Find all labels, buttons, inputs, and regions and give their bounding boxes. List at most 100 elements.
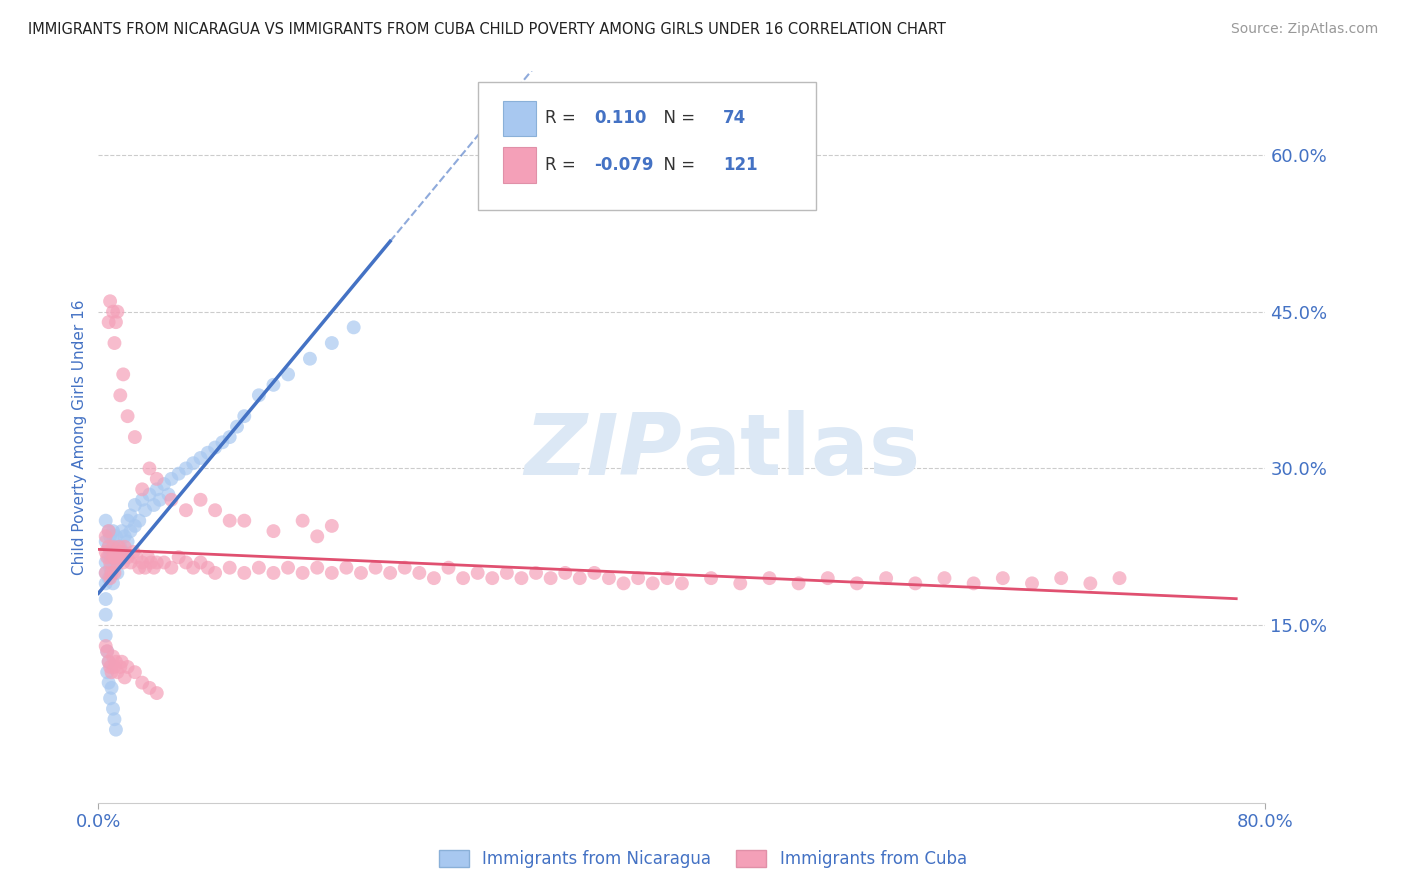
Point xyxy=(204,566,226,580)
Point xyxy=(111,655,134,669)
Bar xyxy=(503,147,536,183)
Point xyxy=(104,529,127,543)
Point xyxy=(97,540,120,554)
Point xyxy=(131,492,153,507)
Point xyxy=(97,655,120,669)
Point xyxy=(101,550,124,565)
Point xyxy=(117,660,139,674)
Point xyxy=(120,508,142,523)
Point xyxy=(103,556,125,570)
Point xyxy=(103,566,125,580)
Text: 121: 121 xyxy=(723,156,758,174)
Point xyxy=(114,540,136,554)
Point xyxy=(122,545,145,559)
Point xyxy=(94,566,117,580)
Point xyxy=(218,430,240,444)
Point xyxy=(408,566,430,580)
Point xyxy=(105,550,128,565)
Point xyxy=(146,556,169,570)
Point xyxy=(321,336,343,351)
Point xyxy=(218,514,240,528)
Point xyxy=(105,566,128,580)
Point xyxy=(98,691,121,706)
Point xyxy=(583,566,606,580)
Point xyxy=(197,560,219,574)
Point xyxy=(350,566,373,580)
Point xyxy=(157,487,180,501)
Legend: Immigrants from Nicaragua, Immigrants from Cuba: Immigrants from Nicaragua, Immigrants fr… xyxy=(433,843,973,875)
Point xyxy=(101,560,124,574)
Point xyxy=(103,550,125,565)
Point xyxy=(97,524,120,538)
Point xyxy=(96,644,118,658)
Point xyxy=(94,629,117,643)
Point xyxy=(364,560,387,574)
Point xyxy=(94,545,117,559)
Point xyxy=(117,514,139,528)
Point xyxy=(598,571,620,585)
Point xyxy=(174,556,197,570)
Point xyxy=(181,560,204,574)
Text: atlas: atlas xyxy=(682,410,920,493)
Point xyxy=(153,477,176,491)
Point xyxy=(136,550,159,565)
Point xyxy=(114,529,136,543)
Point xyxy=(451,571,474,585)
Point xyxy=(146,483,169,497)
Point xyxy=(277,368,299,382)
Point xyxy=(568,571,591,585)
Point xyxy=(190,556,212,570)
Point xyxy=(108,540,131,554)
Point xyxy=(97,571,120,585)
Text: Source: ZipAtlas.com: Source: ZipAtlas.com xyxy=(1230,22,1378,37)
Point xyxy=(100,566,122,580)
Point xyxy=(111,524,134,538)
Point xyxy=(94,566,117,580)
Point xyxy=(94,576,117,591)
Point xyxy=(612,576,634,591)
Point xyxy=(98,545,121,559)
Point xyxy=(125,550,148,565)
Point xyxy=(105,665,128,680)
Point xyxy=(134,503,156,517)
Text: IMMIGRANTS FROM NICARAGUA VS IMMIGRANTS FROM CUBA CHILD POVERTY AMONG GIRLS UNDE: IMMIGRANTS FROM NICARAGUA VS IMMIGRANTS … xyxy=(28,22,946,37)
Point xyxy=(1050,571,1073,585)
Point xyxy=(110,388,132,402)
Point xyxy=(875,571,897,585)
Point xyxy=(758,571,780,585)
Point xyxy=(467,566,489,580)
Point xyxy=(97,550,120,565)
Point xyxy=(1080,576,1102,591)
Point xyxy=(112,368,135,382)
Point xyxy=(98,571,121,585)
Point xyxy=(128,560,150,574)
Point xyxy=(101,534,124,549)
Point xyxy=(160,560,183,574)
Point xyxy=(120,524,142,538)
Point xyxy=(174,503,197,517)
Point xyxy=(101,545,124,559)
Point xyxy=(167,467,190,481)
Point xyxy=(218,560,240,574)
Point xyxy=(394,560,416,574)
Point xyxy=(540,571,562,585)
Point xyxy=(94,607,117,622)
Point xyxy=(98,556,121,570)
Point xyxy=(233,514,256,528)
Point xyxy=(124,665,146,680)
Point xyxy=(97,524,120,538)
Point xyxy=(101,649,124,664)
Point xyxy=(98,294,121,309)
Point xyxy=(181,456,204,470)
Point xyxy=(204,503,226,517)
Text: N =: N = xyxy=(652,156,700,174)
Text: -0.079: -0.079 xyxy=(595,156,654,174)
Point xyxy=(111,545,134,559)
Point xyxy=(146,472,169,486)
Point xyxy=(423,571,446,585)
Point xyxy=(96,550,118,565)
Point xyxy=(190,450,212,465)
Point xyxy=(124,430,146,444)
Point xyxy=(817,571,839,585)
Point xyxy=(101,524,124,538)
